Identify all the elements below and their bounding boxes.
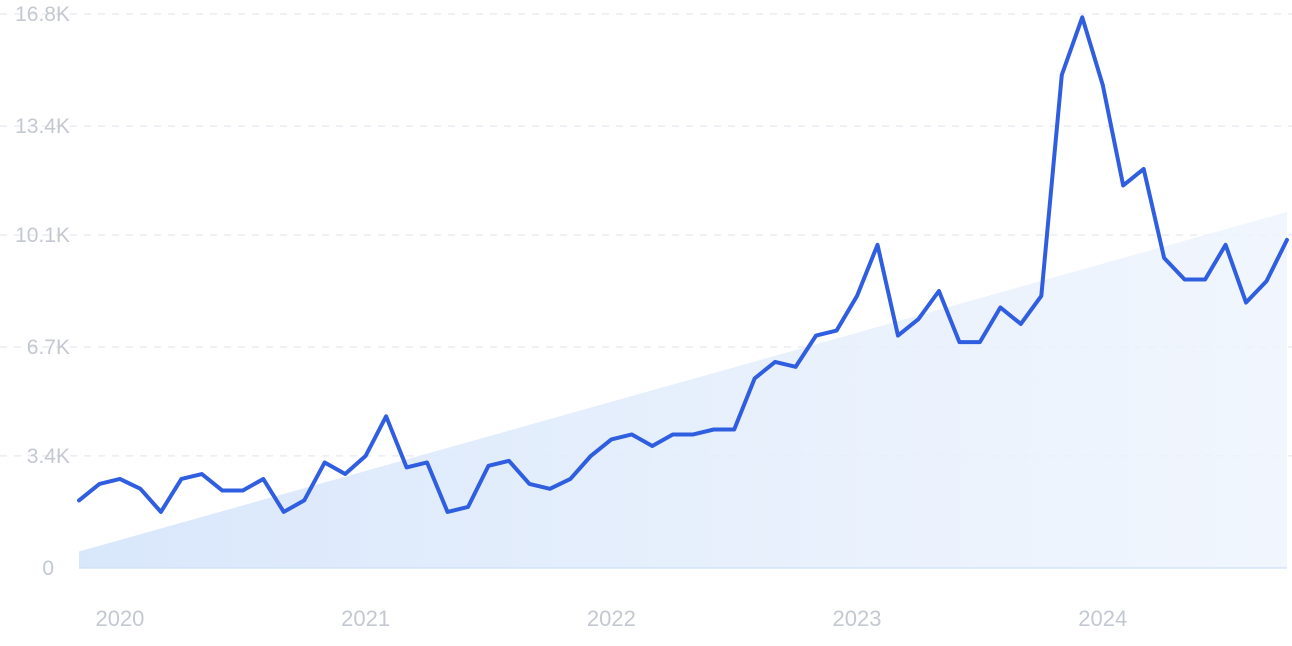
data-point: [1101, 83, 1105, 87]
data-point: [568, 477, 572, 481]
y-tick-label: 13.4K: [15, 115, 70, 138]
data-point: [343, 472, 347, 476]
data-point: [466, 505, 470, 509]
y-tick-label: 10.1K: [15, 224, 70, 247]
y-tick-label: 0: [42, 557, 54, 580]
x-tick-label: 2022: [587, 606, 636, 631]
y-axis-ticks: 0 3.4K 6.7K 10.1K 13.4K 16.8K: [15, 3, 70, 580]
data-point: [405, 465, 409, 469]
data-point: [589, 454, 593, 458]
data-point: [814, 334, 818, 338]
data-point: [855, 294, 859, 298]
data-point: [835, 329, 839, 333]
data-point: [1019, 322, 1023, 326]
data-point: [241, 489, 245, 493]
data-point: [1203, 277, 1207, 281]
series-line: [77, 15, 1289, 514]
data-point: [896, 334, 900, 338]
x-axis-ticks: 2020 2021 2022 2023 2024: [95, 606, 1127, 631]
data-point: [712, 428, 716, 432]
data-point: [1060, 73, 1064, 77]
data-point: [753, 376, 757, 380]
data-point: [1224, 243, 1228, 247]
data-point: [1080, 15, 1084, 19]
data-point: [159, 510, 163, 514]
data-point: [220, 489, 224, 493]
data-point: [671, 432, 675, 436]
data-point: [1039, 294, 1043, 298]
data-point: [507, 459, 511, 463]
data-point: [1162, 256, 1166, 260]
data-point: [1285, 238, 1289, 242]
data-point: [773, 360, 777, 364]
data-point: [302, 498, 306, 502]
data-point: [937, 289, 941, 293]
data-point: [794, 365, 798, 369]
data-point: [200, 472, 204, 476]
x-tick-label: 2020: [95, 606, 144, 631]
data-point: [527, 482, 531, 486]
data-point: [138, 487, 142, 491]
data-point: [97, 482, 101, 486]
data-point: [486, 464, 490, 468]
data-point: [425, 460, 429, 464]
data-point: [691, 432, 695, 436]
x-tick-label: 2023: [833, 606, 882, 631]
data-point: [1183, 277, 1187, 281]
data-point: [1142, 167, 1146, 171]
y-tick-label: 6.7K: [27, 336, 70, 359]
y-tick-label: 16.8K: [15, 3, 70, 26]
data-point: [978, 340, 982, 344]
data-point: [118, 477, 122, 481]
trend-area: [79, 211, 1287, 568]
data-point: [630, 432, 634, 436]
data-point: [609, 437, 613, 441]
data-point: [916, 317, 920, 321]
data-point: [957, 340, 961, 344]
data-point: [876, 243, 880, 247]
data-point: [282, 510, 286, 514]
data-point: [1265, 279, 1269, 283]
data-point: [384, 414, 388, 418]
data-point: [179, 477, 183, 481]
data-point: [650, 444, 654, 448]
data-point: [548, 487, 552, 491]
data-point: [998, 305, 1002, 309]
data-point: [323, 460, 327, 464]
data-point: [364, 454, 368, 458]
data-point: [446, 510, 450, 514]
data-point: [732, 428, 736, 432]
data-point: [1121, 183, 1125, 187]
x-tick-label: 2024: [1078, 606, 1127, 631]
data-point: [77, 498, 81, 502]
x-tick-label: 2021: [341, 606, 390, 631]
data-point: [261, 477, 265, 481]
y-tick-label: 3.4K: [27, 445, 70, 468]
data-point: [1244, 301, 1248, 305]
